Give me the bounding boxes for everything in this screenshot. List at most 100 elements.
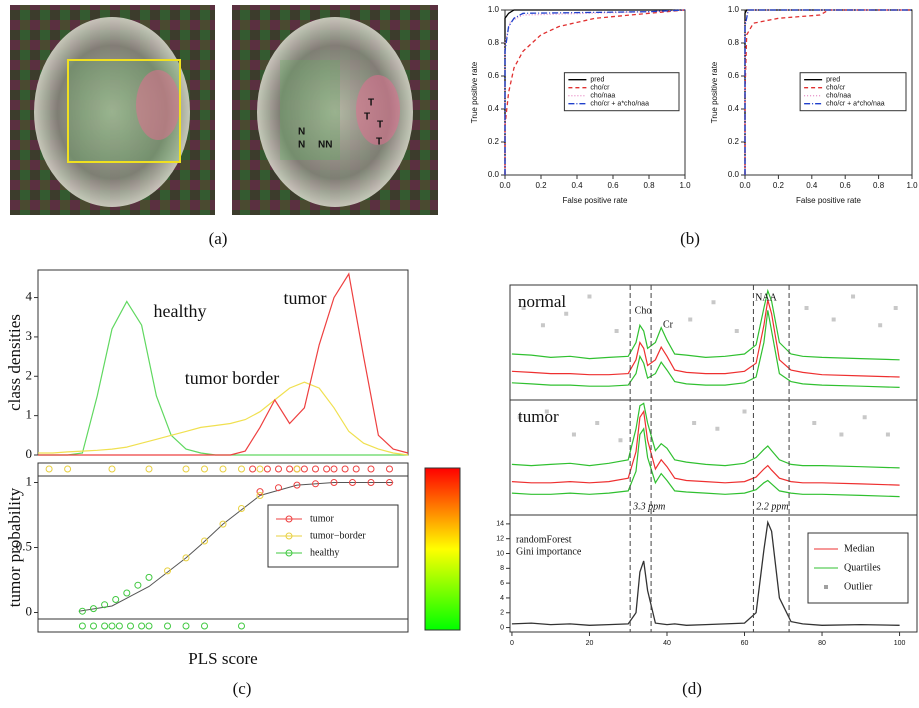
outlier-point: [614, 329, 619, 333]
y-tick-label: 1.0: [728, 5, 740, 14]
legend-box: [799, 72, 907, 112]
y-tick-label: 4: [26, 289, 33, 304]
legend-box: [563, 72, 680, 112]
rug-point: [293, 465, 301, 473]
peak-label: Cho: [635, 305, 652, 316]
x-tick-label: 20: [586, 640, 594, 647]
rug-point: [101, 622, 109, 630]
curve-label: healthy: [154, 301, 207, 321]
outlier-point: [564, 311, 569, 316]
series-line: [38, 272, 409, 456]
rug-point: [263, 465, 271, 473]
x-tick-label: 100: [894, 640, 906, 647]
series-line: [744, 9, 912, 175]
series-line: [511, 409, 900, 486]
y-tick-label: 0: [500, 624, 504, 631]
x-tick-label: 0.6: [840, 181, 852, 190]
y-tick-label: 8: [500, 565, 504, 572]
rug-point: [64, 465, 72, 473]
outlier-point: [812, 421, 817, 425]
legend-swatch: [285, 549, 293, 557]
x-tick-label: 80: [818, 640, 826, 647]
rug-point: [367, 465, 375, 473]
legend-label: cho/naa: [826, 93, 851, 100]
plot-caption: Gini importance: [516, 546, 582, 557]
outlier-point: [862, 415, 867, 420]
series-line: [511, 299, 900, 378]
series-line: [744, 9, 912, 175]
rug-point: [386, 465, 393, 473]
image-annotation: T: [364, 112, 370, 123]
outlier-point: [587, 294, 592, 299]
data-point: [219, 520, 227, 528]
series-line: [38, 381, 409, 456]
mri-image: [10, 5, 215, 215]
y-tick-label: 0.2: [488, 137, 500, 146]
image-annotation: T: [377, 120, 383, 131]
panel-label: (b): [680, 229, 700, 248]
data-point: [90, 605, 97, 613]
series-line: [511, 520, 900, 626]
panel-title: normal: [518, 292, 566, 311]
data-point: [134, 581, 142, 589]
rug-point: [341, 465, 349, 473]
rug-point: [108, 622, 116, 630]
rug-point: [108, 465, 116, 473]
x-tick-label: 1.0: [679, 181, 691, 190]
y-tick-label: 2: [500, 610, 504, 617]
data-point: [164, 567, 171, 575]
x-tick-label: 0.8: [643, 181, 655, 190]
y-tick-label: 14: [496, 521, 504, 528]
outlier-point: [893, 306, 898, 310]
data-point: [112, 596, 120, 603]
y-tick-label: 0.8: [728, 38, 740, 47]
outlier-point: [540, 323, 545, 328]
rug-point: [182, 465, 190, 473]
outlier-point: [595, 421, 600, 425]
x-tick-label: 0.2: [535, 181, 547, 190]
data-point: [349, 479, 356, 486]
image-annotation: N: [298, 140, 305, 151]
legend-swatch: [285, 532, 293, 540]
x-tick-label: 0.0: [739, 181, 751, 190]
rug-point: [182, 622, 190, 630]
legend-label: pred: [826, 77, 840, 84]
series-line: [511, 427, 900, 498]
y-tick-label: 0.2: [728, 137, 740, 146]
data-point: [275, 484, 282, 492]
data-point: [256, 492, 264, 499]
data-point: [101, 601, 109, 609]
data-point: [78, 607, 86, 615]
y-tick-label: 0.0: [728, 170, 740, 179]
x-tick-label: 0.6: [607, 181, 619, 190]
series-line: [504, 9, 686, 175]
y-tick-label: 10: [496, 550, 504, 557]
x-axis-label: False positive rate: [796, 196, 861, 205]
rug-point: [127, 622, 134, 630]
image-annotation: N: [298, 127, 305, 138]
legend-label: cho/cr: [826, 85, 846, 92]
legend-label: Quartiles: [844, 562, 881, 573]
series-line: [511, 310, 900, 388]
rug-point: [219, 465, 227, 473]
rug-point: [78, 622, 86, 630]
y-tick-label: 0: [26, 446, 33, 461]
image-annotation: T: [368, 98, 374, 109]
rug-point: [238, 622, 245, 630]
rug-point: [138, 622, 146, 630]
series-line: [511, 288, 900, 361]
data-point: [312, 480, 319, 488]
outlier-point: [851, 294, 856, 299]
x-tick-label: 0.8: [873, 181, 885, 190]
outlier-point: [711, 300, 716, 305]
outlier-point: [839, 432, 844, 437]
y-axis-label: True positive rate: [710, 61, 719, 123]
y-tick-label: 1.0: [488, 5, 500, 14]
rug-point: [45, 465, 53, 473]
colorbar: [424, 467, 461, 631]
rug-point: [249, 465, 257, 473]
rug-point: [145, 622, 153, 630]
outlier-point: [571, 432, 576, 437]
y-tick-label: 2: [26, 367, 33, 382]
